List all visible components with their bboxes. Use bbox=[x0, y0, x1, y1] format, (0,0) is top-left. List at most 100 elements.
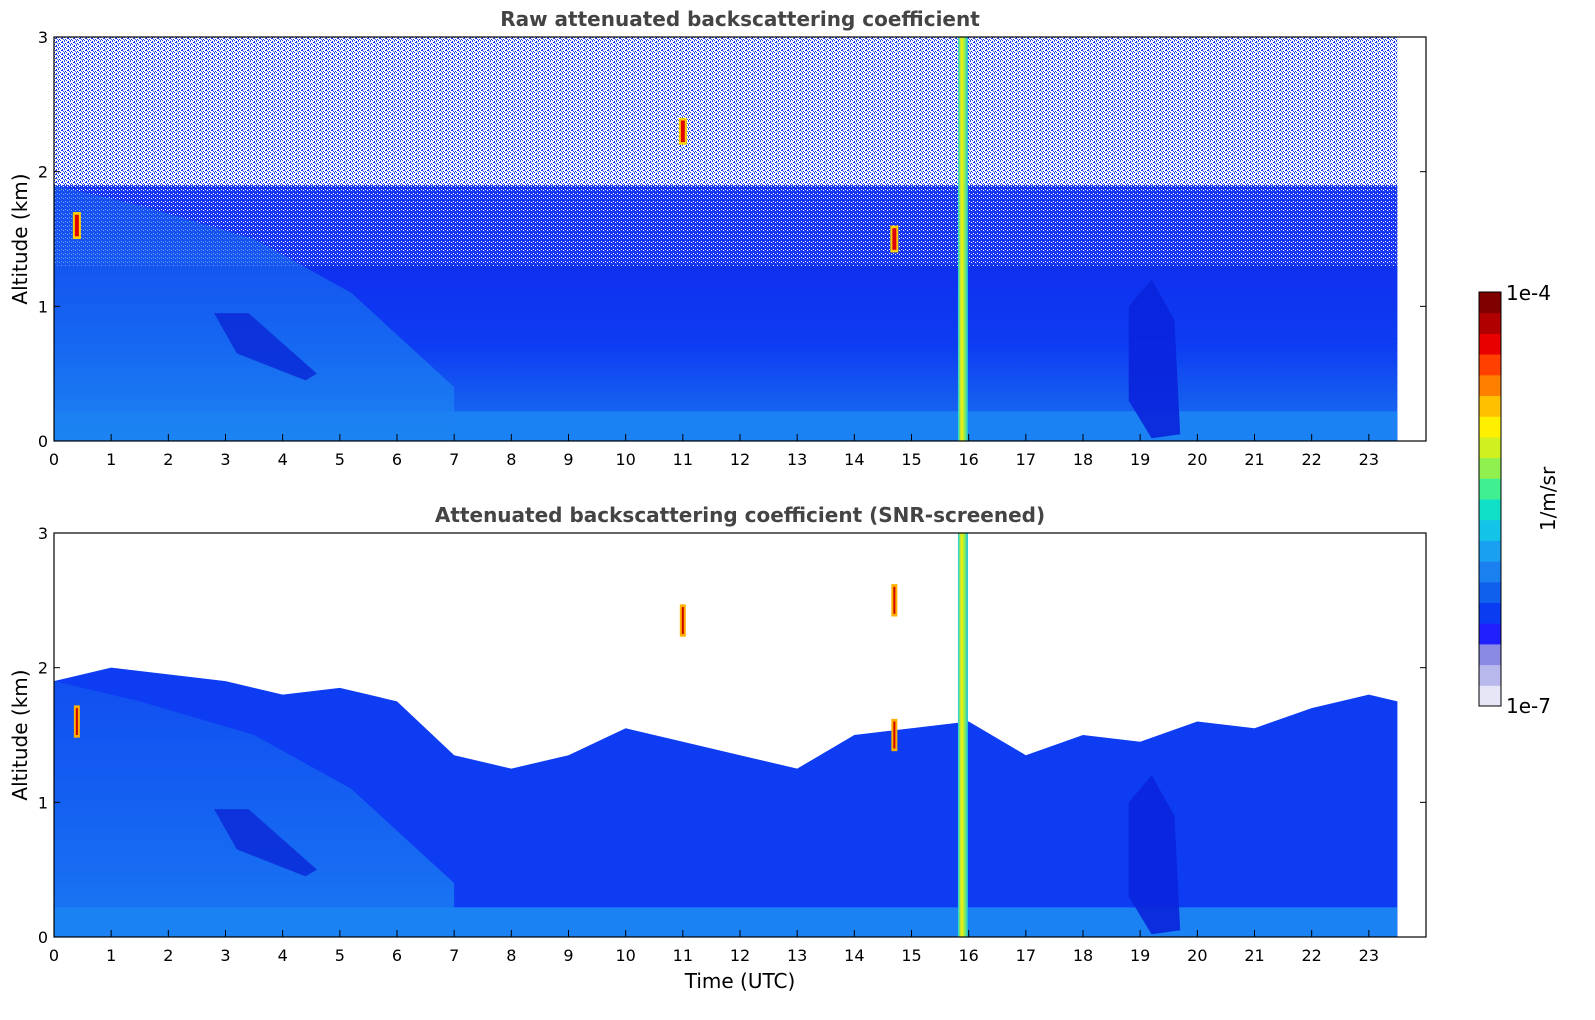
x-tick-label: 23 bbox=[1359, 946, 1379, 965]
colorbar-swatch bbox=[1479, 478, 1501, 500]
colorbar-swatch bbox=[1479, 602, 1501, 624]
cloud-core bbox=[75, 708, 78, 735]
heatmap-body bbox=[54, 37, 1398, 441]
y-tick-label: 2 bbox=[38, 163, 48, 182]
x-tick-label: 17 bbox=[1016, 946, 1036, 965]
x-tick-label: 11 bbox=[673, 450, 693, 469]
surface-band bbox=[54, 907, 1398, 937]
x-tick-label: 19 bbox=[1130, 946, 1150, 965]
colorbar-swatch bbox=[1479, 664, 1501, 686]
x-tick-label: 4 bbox=[278, 450, 288, 469]
colorbar-swatch bbox=[1479, 416, 1501, 438]
colorbar-unit-label: 1/m/sr bbox=[1536, 466, 1560, 531]
colorbar-swatch bbox=[1479, 457, 1501, 479]
colorbar-swatch bbox=[1479, 643, 1501, 666]
y-tick-label: 2 bbox=[38, 659, 48, 678]
colorbar-swatch bbox=[1479, 436, 1501, 459]
colorbar-swatch bbox=[1479, 561, 1501, 583]
cloud-core bbox=[74, 214, 79, 237]
x-tick-label: 9 bbox=[563, 946, 573, 965]
cloud-core bbox=[681, 607, 684, 634]
panel1-ylabel: Altitude (km) bbox=[8, 173, 32, 304]
colorbar-swatch bbox=[1479, 581, 1501, 603]
x-tick-label: 23 bbox=[1359, 450, 1379, 469]
colorbar-min-label: 1e-7 bbox=[1506, 694, 1551, 718]
colorbar-swatch bbox=[1479, 623, 1501, 645]
x-tick-label: 15 bbox=[901, 946, 921, 965]
x-axis-label: Time (UTC) bbox=[684, 969, 796, 993]
x-tick-label: 14 bbox=[844, 946, 864, 965]
clear-band bbox=[1128, 775, 1181, 935]
x-tick-label: 2 bbox=[163, 450, 173, 469]
colorbar-swatch bbox=[1479, 312, 1501, 334]
precip-column bbox=[957, 37, 968, 441]
x-tick-label: 21 bbox=[1244, 450, 1264, 469]
cloud-core bbox=[893, 586, 896, 614]
x-tick-label: 14 bbox=[844, 450, 864, 469]
x-tick-label: 15 bbox=[901, 450, 921, 469]
colorbar-frame bbox=[1478, 291, 1502, 707]
x-tick-label: 4 bbox=[278, 946, 288, 965]
x-tick-label: 0 bbox=[49, 450, 59, 469]
aerosol-layer bbox=[54, 681, 455, 937]
y-tick-label: 1 bbox=[38, 793, 48, 812]
colorbar-swatch bbox=[1479, 354, 1501, 376]
x-tick-label: 12 bbox=[730, 450, 750, 469]
y-tick-label: 3 bbox=[38, 524, 48, 543]
x-tick-label: 19 bbox=[1130, 450, 1150, 469]
y-tick-label: 0 bbox=[38, 432, 48, 451]
y-tick-label: 1 bbox=[38, 297, 48, 316]
x-tick-label: 10 bbox=[615, 946, 635, 965]
panel2-title: Attenuated backscattering coefficient (S… bbox=[435, 503, 1045, 527]
precip-column bbox=[957, 533, 968, 937]
clear-band bbox=[1128, 279, 1181, 439]
x-tick-label: 3 bbox=[220, 450, 230, 469]
x-tick-label: 3 bbox=[220, 946, 230, 965]
colorbar-swatch bbox=[1479, 685, 1501, 707]
x-tick-label: 7 bbox=[449, 450, 459, 469]
x-tick-label: 2 bbox=[163, 946, 173, 965]
colorbar bbox=[1478, 291, 1502, 707]
y-tick-label: 0 bbox=[38, 928, 48, 947]
x-tick-label: 8 bbox=[506, 946, 516, 965]
dense-layer bbox=[214, 313, 317, 381]
colorbar-swatch bbox=[1479, 519, 1501, 541]
panel2-ylabel: Altitude (km) bbox=[8, 669, 32, 800]
x-tick-label: 0 bbox=[49, 946, 59, 965]
x-tick-label: 7 bbox=[449, 946, 459, 965]
dense-layer bbox=[214, 809, 317, 877]
x-tick-label: 20 bbox=[1187, 946, 1207, 965]
raw-backscatter-panel: 0 1 2 3 4 5 6 7 8 9 10 11 12 13 14 15 16 17 18 19 20 21 22 2301… bbox=[38, 28, 1427, 469]
x-tick-label: 13 bbox=[787, 450, 807, 469]
colorbar-max-label: 1e-4 bbox=[1506, 281, 1551, 305]
y-tick-label: 3 bbox=[38, 28, 48, 47]
colorbar-swatch bbox=[1479, 374, 1501, 396]
x-tick-label: 21 bbox=[1244, 946, 1264, 965]
cloud-core bbox=[892, 228, 897, 250]
x-tick-label: 20 bbox=[1187, 450, 1207, 469]
colorbar-swatch bbox=[1479, 333, 1501, 355]
panel1-title: Raw attenuated backscattering coefficien… bbox=[500, 7, 980, 31]
colorbar-swatch bbox=[1479, 499, 1501, 521]
x-tick-label: 5 bbox=[335, 450, 345, 469]
x-tick-label: 10 bbox=[615, 450, 635, 469]
x-tick-label: 6 bbox=[392, 450, 402, 469]
colorbar-swatch bbox=[1479, 395, 1501, 417]
x-tick-label: 17 bbox=[1016, 450, 1036, 469]
x-tick-label: 8 bbox=[506, 450, 516, 469]
x-tick-label: 11 bbox=[673, 946, 693, 965]
cloud-core bbox=[680, 120, 685, 143]
x-tick-label: 12 bbox=[730, 946, 750, 965]
colorbar-swatch bbox=[1479, 540, 1501, 562]
x-tick-label: 13 bbox=[787, 946, 807, 965]
x-tick-label: 9 bbox=[563, 450, 573, 469]
plot-frame bbox=[53, 36, 1427, 442]
x-tick-label: 5 bbox=[335, 946, 345, 965]
cloud-core bbox=[893, 721, 896, 749]
x-tick-label: 16 bbox=[958, 450, 978, 469]
x-tick-label: 1 bbox=[106, 946, 116, 965]
aerosol-layer bbox=[54, 185, 455, 441]
x-tick-label: 1 bbox=[106, 450, 116, 469]
x-tick-label: 22 bbox=[1301, 450, 1321, 469]
